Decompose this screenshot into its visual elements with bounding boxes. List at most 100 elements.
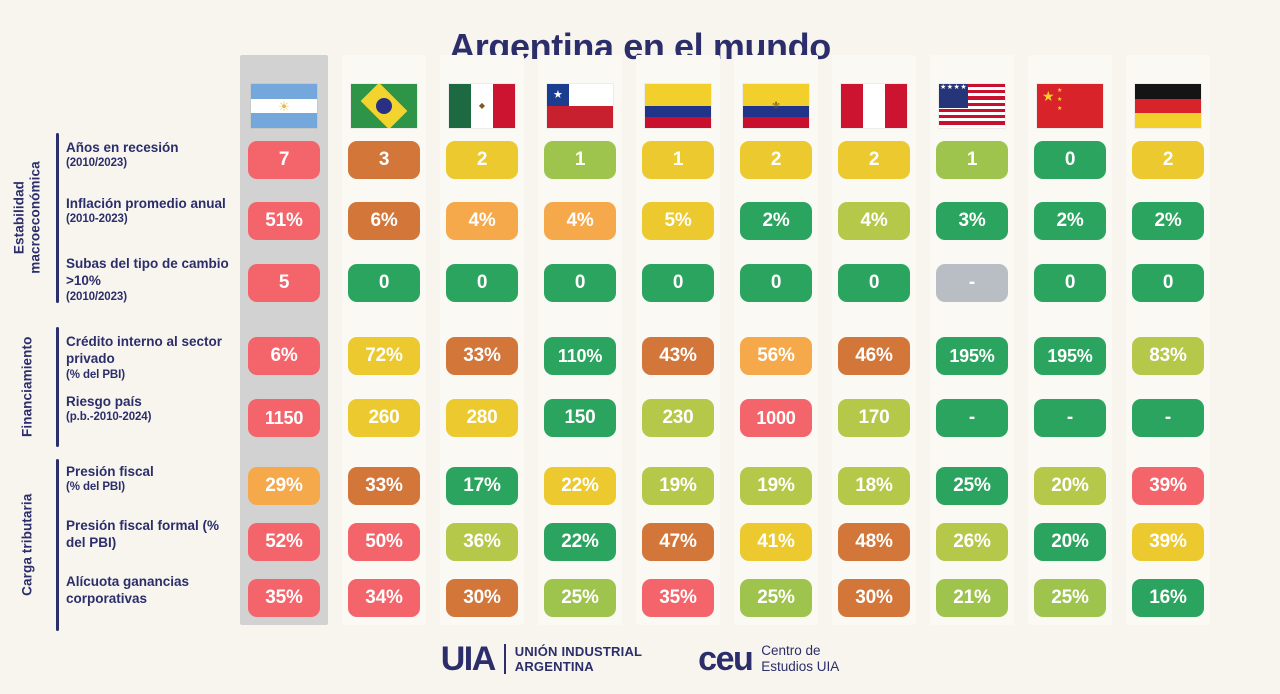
footer-logos: UIA UNIÓN INDUSTRIAL ARGENTINA ceu Centr… xyxy=(0,632,1280,686)
flag-cell-argentina: ☀ xyxy=(242,75,326,137)
data-cell: 5% xyxy=(642,202,714,240)
data-cell: 83% xyxy=(1132,337,1204,375)
data-cell: 19% xyxy=(740,467,812,505)
data-cell: 1 xyxy=(544,141,616,179)
data-cell: 0 xyxy=(1132,264,1204,302)
data-cell: - xyxy=(1034,399,1106,437)
chile-flag: ★ xyxy=(547,84,613,128)
data-cell: 18% xyxy=(838,467,910,505)
data-cell: - xyxy=(1132,399,1204,437)
data-cell: 22% xyxy=(544,467,616,505)
data-cell: 0 xyxy=(348,264,420,302)
flag-cell-china: ★ ★ ★ ★ xyxy=(1028,75,1112,137)
data-cell: 16% xyxy=(1132,579,1204,617)
data-cell: 4% xyxy=(838,202,910,240)
data-cell: 25% xyxy=(936,467,1008,505)
data-cell: 280 xyxy=(446,399,518,437)
data-cell: 48% xyxy=(838,523,910,561)
ceu-logo-line1: Centro de xyxy=(761,643,821,659)
data-cell: 0 xyxy=(446,264,518,302)
ceu-logo-line2: Estudios UIA xyxy=(761,659,840,674)
flag-cell-brasil xyxy=(342,75,426,137)
uia-logo-line2: ARGENTINA xyxy=(514,659,594,674)
data-cell: 5 xyxy=(248,264,320,302)
row-label-8: Alícuota ganancias corporativas xyxy=(66,573,238,608)
data-cell: 25% xyxy=(740,579,812,617)
data-cell: 33% xyxy=(446,337,518,375)
row-label-text: Subas del tipo de cambio >10% xyxy=(66,256,229,289)
uia-logo: UIA UNIÓN INDUSTRIAL ARGENTINA xyxy=(441,642,642,676)
data-cell: 2 xyxy=(740,141,812,179)
row-label-column: Estabilidad macroeconómica Financiamiento… xyxy=(0,55,240,631)
ceu-logo-mark: ceu xyxy=(698,640,754,678)
row-label-1: Años en recesión (2010/2023) xyxy=(66,139,238,171)
flag-cell-chile: ★ xyxy=(538,75,622,137)
data-cell: 3% xyxy=(936,202,1008,240)
row-label-text: Crédito interno al sector privado xyxy=(66,334,223,367)
row-label-5: Riesgo país (p.b.-2010-2024) xyxy=(66,393,238,425)
row-label-sub: (p.b.-2010-2024) xyxy=(66,411,152,424)
argentina-flag: ☀ xyxy=(251,84,317,128)
data-cell: 7 xyxy=(248,141,320,179)
flag-cell-colombia xyxy=(636,75,720,137)
group-3: Carga tributaria xyxy=(0,459,240,631)
flag-cell-alemania xyxy=(1126,75,1210,137)
group-rail xyxy=(56,459,59,631)
row-label-text: Años en recesión xyxy=(66,140,179,155)
data-cell: 47% xyxy=(642,523,714,561)
data-cell: 0 xyxy=(544,264,616,302)
group-2: Financiamiento xyxy=(0,327,240,447)
data-cell: 1000 xyxy=(740,399,812,437)
data-cell: 36% xyxy=(446,523,518,561)
data-cell: 39% xyxy=(1132,467,1204,505)
flag-cell-perú xyxy=(832,75,916,137)
data-cell: 22% xyxy=(544,523,616,561)
row-label-4: Crédito interno al sector privado (% del … xyxy=(66,333,238,382)
data-cell: 51% xyxy=(248,202,320,240)
data-cell: - xyxy=(936,264,1008,302)
data-cell: 6% xyxy=(348,202,420,240)
data-cell: 4% xyxy=(544,202,616,240)
data-cell: 35% xyxy=(248,579,320,617)
data-cell: - xyxy=(936,399,1008,437)
data-cell: 20% xyxy=(1034,523,1106,561)
row-label-sub: (2010/2023) xyxy=(66,157,127,170)
data-cell: 3 xyxy=(348,141,420,179)
data-cell: 34% xyxy=(348,579,420,617)
uia-logo-line1: UNIÓN INDUSTRIAL xyxy=(514,643,643,659)
row-label-3: Subas del tipo de cambio >10% (2010/2023) xyxy=(66,255,238,304)
data-cell: 260 xyxy=(348,399,420,437)
usa-flag: ★★★★★★★★★★★★★★★★★★ xyxy=(939,84,1005,128)
data-cell: 4% xyxy=(446,202,518,240)
data-cell: 150 xyxy=(544,399,616,437)
data-cell: 195% xyxy=(936,337,1008,375)
data-cell: 52% xyxy=(248,523,320,561)
data-cell: 17% xyxy=(446,467,518,505)
brazil-flag xyxy=(351,84,417,128)
data-cell: 0 xyxy=(642,264,714,302)
data-cell: 29% xyxy=(248,467,320,505)
data-cell: 230 xyxy=(642,399,714,437)
data-cell: 19% xyxy=(642,467,714,505)
group-rail xyxy=(56,133,59,303)
row-label-text: Riesgo país xyxy=(66,394,142,409)
row-label-sub: (% del PBI) xyxy=(66,368,125,381)
uia-logo-mark: UIA xyxy=(440,640,497,678)
data-cell: 2% xyxy=(1132,202,1204,240)
data-cell: 41% xyxy=(740,523,812,561)
row-label-sub: (2010/2023) xyxy=(66,290,127,303)
data-cell: 6% xyxy=(248,337,320,375)
data-cell: 35% xyxy=(642,579,714,617)
group-1: Estabilidad macroeconómica xyxy=(0,133,240,303)
data-cell: 2% xyxy=(1034,202,1106,240)
data-cell: 25% xyxy=(1034,579,1106,617)
logo-divider xyxy=(503,644,506,674)
data-cell: 50% xyxy=(348,523,420,561)
ceu-logo: ceu Centro de Estudios UIA xyxy=(698,642,839,676)
mexico-flag: ◆ xyxy=(449,84,515,128)
data-cell: 1 xyxy=(642,141,714,179)
row-label-7: Presión fiscal formal (% del PBI) xyxy=(66,517,238,552)
data-cell: 110% xyxy=(544,337,616,375)
data-cell: 30% xyxy=(838,579,910,617)
data-cell: 20% xyxy=(1034,467,1106,505)
